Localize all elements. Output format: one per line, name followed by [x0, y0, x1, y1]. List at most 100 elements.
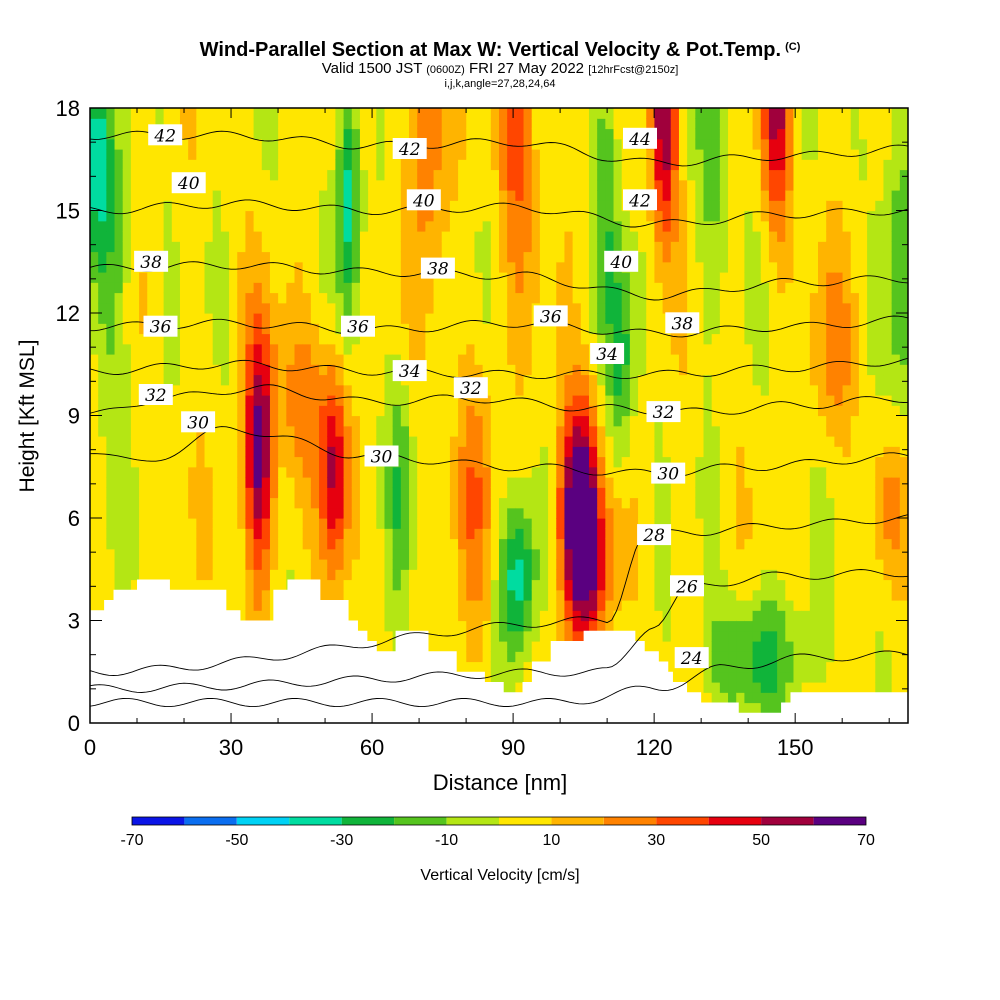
- velocity-cell: [621, 374, 631, 386]
- velocity-cell: [515, 507, 525, 519]
- velocity-cell: [572, 169, 582, 181]
- velocity-cell: [580, 210, 590, 222]
- velocity-cell: [220, 364, 230, 376]
- velocity-cell: [343, 138, 353, 150]
- velocity-cell: [515, 630, 525, 642]
- velocity-cell: [728, 682, 737, 693]
- velocity-cell: [597, 333, 606, 345]
- velocity-cell: [294, 108, 304, 119]
- velocity-cell: [654, 251, 664, 263]
- velocity-cell: [343, 149, 353, 160]
- velocity-cell: [687, 466, 696, 478]
- velocity-cell: [212, 302, 222, 314]
- velocity-cell: [196, 497, 206, 509]
- velocity-cell: [122, 487, 132, 499]
- velocity-cell: [163, 241, 173, 253]
- velocity-cell: [744, 559, 754, 570]
- velocity-cell: [736, 456, 745, 468]
- velocity-cell: [752, 466, 762, 478]
- velocity-cell: [449, 159, 459, 171]
- velocity-cell: [196, 456, 206, 468]
- velocity-cell: [687, 354, 696, 365]
- velocity-cell: [237, 548, 247, 560]
- velocity-cell: [458, 538, 467, 550]
- velocity-cell: [196, 282, 206, 294]
- velocity-cell: [253, 610, 263, 622]
- velocity-cell: [744, 354, 754, 365]
- velocity-cell: [319, 415, 328, 427]
- velocity-cell: [90, 159, 99, 171]
- velocity-cell: [695, 456, 705, 468]
- velocity-cell: [343, 456, 353, 468]
- velocity-cell: [564, 169, 574, 181]
- velocity-cell: [204, 138, 214, 150]
- velocity-cell: [499, 559, 508, 570]
- velocity-cell: [425, 425, 435, 437]
- velocity-cell: [474, 138, 484, 150]
- velocity-cell: [286, 302, 296, 314]
- velocity-cell: [736, 138, 745, 150]
- velocity-cell: [515, 600, 525, 611]
- velocity-cell: [204, 374, 214, 386]
- velocity-cell: [98, 600, 107, 611]
- velocity-cell: [580, 579, 590, 591]
- velocity-cell: [670, 620, 680, 632]
- velocity-cell: [376, 241, 386, 253]
- velocity-cell: [572, 507, 582, 519]
- velocity-cell: [613, 231, 623, 242]
- velocity-cell: [171, 231, 181, 242]
- velocity-cell: [155, 118, 165, 130]
- velocity-cell: [343, 559, 353, 570]
- velocity-cell: [319, 231, 328, 242]
- velocity-cell: [523, 364, 533, 376]
- velocity-cell: [400, 487, 410, 499]
- velocity-cell: [122, 538, 132, 550]
- velocity-cell: [368, 507, 377, 519]
- velocity-cell: [744, 179, 754, 191]
- velocity-cell: [531, 651, 541, 663]
- velocity-cell: [245, 374, 255, 386]
- velocity-cell: [253, 220, 263, 232]
- velocity-cell: [719, 538, 729, 550]
- velocity-cell: [384, 538, 394, 550]
- velocity-cell: [130, 456, 140, 468]
- velocity-cell: [703, 405, 713, 417]
- velocity-cell: [310, 210, 320, 222]
- velocity-cell: [441, 446, 451, 458]
- velocity-cell: [760, 364, 770, 376]
- velocity-cell: [507, 682, 516, 693]
- velocity-cell: [449, 466, 459, 478]
- velocity-cell: [196, 364, 206, 376]
- velocity-cell: [368, 251, 377, 263]
- velocity-cell: [499, 518, 508, 529]
- velocity-cell: [572, 538, 582, 550]
- velocity-cell: [384, 343, 394, 355]
- velocity-cell: [482, 323, 492, 335]
- velocity-cell: [703, 579, 713, 591]
- velocity-cell: [327, 200, 336, 212]
- velocity-cell: [237, 302, 247, 314]
- velocity-cell: [466, 190, 476, 201]
- velocity-cell: [98, 425, 107, 437]
- velocity-cell: [417, 497, 426, 509]
- velocity-cell: [507, 507, 516, 519]
- velocity-cell: [523, 528, 533, 540]
- velocity-cell: [531, 190, 541, 201]
- velocity-cell: [335, 589, 345, 601]
- velocity-cell: [327, 466, 336, 478]
- velocity-cell: [253, 108, 263, 119]
- velocity-cell: [597, 374, 606, 386]
- velocity-cell: [474, 159, 484, 171]
- velocity-cell: [703, 231, 713, 242]
- velocity-cell: [564, 118, 574, 130]
- velocity-cell: [269, 333, 279, 345]
- velocity-cell: [646, 487, 656, 499]
- velocity-cell: [719, 333, 729, 345]
- velocity-cell: [719, 425, 729, 437]
- velocity-cell: [269, 374, 279, 386]
- velocity-cell: [147, 272, 157, 283]
- velocity-cell: [188, 456, 197, 468]
- velocity-cell: [335, 446, 345, 458]
- velocity-cell: [286, 466, 296, 478]
- velocity-cell: [597, 169, 606, 181]
